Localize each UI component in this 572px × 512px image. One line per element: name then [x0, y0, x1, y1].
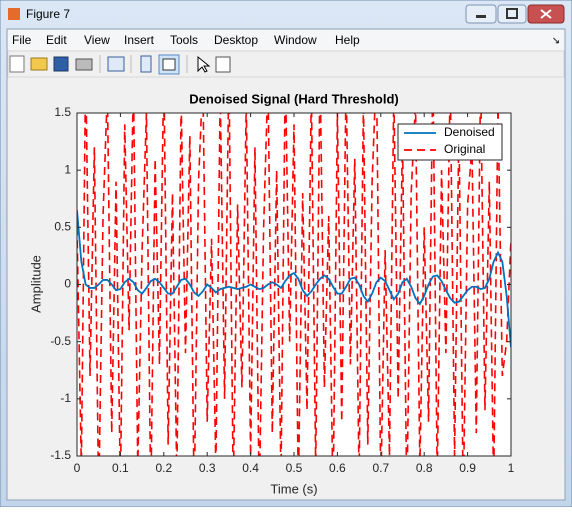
menu-item[interactable]: View: [84, 33, 110, 47]
y-tick-label: 0: [64, 277, 71, 291]
x-tick-label: 0.1: [112, 461, 129, 475]
y-axis-label: Amplitude: [28, 255, 43, 313]
maximize-button[interactable]: [497, 4, 527, 24]
menu-item[interactable]: File: [12, 33, 32, 47]
minimize-glyph: [476, 15, 486, 18]
legend-label: Denoised: [444, 125, 495, 139]
legend-icon-inner: [162, 58, 176, 71]
new-icon[interactable]: [9, 55, 25, 73]
menu-dock-arrow[interactable]: ↘: [552, 36, 560, 47]
open-icon[interactable]: [30, 57, 48, 71]
x-tick-label: 0.8: [416, 461, 433, 475]
x-tick-label: 1: [508, 461, 515, 475]
y-tick-label: -1: [60, 391, 71, 405]
x-tick-label: 0.4: [242, 461, 259, 475]
maximize-glyph: [506, 8, 518, 19]
app-icon: [8, 8, 20, 20]
menu-items: File Edit View Insert Tools Desktop Window Help: [12, 33, 360, 47]
menu-item[interactable]: Insert: [124, 33, 155, 47]
minimize-button[interactable]: [465, 4, 497, 24]
x-axis-label: Time (s): [270, 481, 317, 496]
y-tick-label: 1.5: [54, 105, 71, 119]
property-icon[interactable]: [215, 56, 231, 73]
x-tick-label: 0.7: [372, 461, 389, 475]
pointer-icon[interactable]: [197, 55, 211, 73]
menu-bar: [8, 30, 564, 50]
series-line: [77, 113, 511, 456]
menu-item[interactable]: Tools: [170, 33, 198, 47]
colorbar-icon[interactable]: [140, 55, 152, 73]
menu-item[interactable]: Help: [335, 33, 360, 47]
toolbar: [7, 50, 565, 78]
x-tick-label: 0: [74, 461, 81, 475]
link-icon[interactable]: [107, 56, 125, 72]
window-title: Figure 7: [26, 7, 70, 21]
y-tick-label: -1.5: [50, 448, 71, 462]
close-glyph: [540, 9, 552, 19]
y-tick-label: 0.5: [54, 220, 71, 234]
print-icon[interactable]: [75, 58, 93, 71]
chart-title: Denoised Signal (Hard Threshold): [189, 91, 398, 106]
x-tick-label: 0.5: [286, 461, 303, 475]
x-tick-label: 0.2: [155, 461, 172, 475]
legend-label: Original: [444, 142, 485, 156]
menu-item[interactable]: Window: [274, 33, 317, 47]
menu-item[interactable]: Desktop: [214, 33, 258, 47]
x-tick-label: 0.9: [459, 461, 476, 475]
legend-box: [397, 123, 503, 161]
y-tick-label: -0.5: [50, 334, 71, 348]
x-tick-label: 0.3: [199, 461, 216, 475]
series-line: [77, 210, 511, 348]
menu-item[interactable]: Edit: [46, 33, 67, 47]
save-icon[interactable]: [53, 56, 69, 72]
plot-area: [77, 113, 511, 456]
y-tick-label: 1: [64, 162, 71, 176]
x-tick-label: 0.6: [329, 461, 346, 475]
